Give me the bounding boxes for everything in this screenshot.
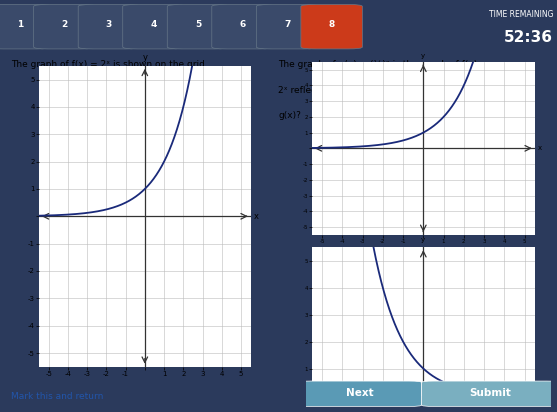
FancyBboxPatch shape (123, 5, 184, 49)
Text: The graph of f(x) = 2ˣ is shown on the grid.: The graph of f(x) = 2ˣ is shown on the g… (11, 60, 208, 69)
Text: 2ˣ reflected over the y-axis. Which graph represents: 2ˣ reflected over the y-axis. Which grap… (278, 86, 516, 95)
FancyBboxPatch shape (299, 381, 422, 406)
FancyBboxPatch shape (256, 5, 318, 49)
Text: x: x (538, 145, 542, 151)
FancyBboxPatch shape (78, 5, 140, 49)
Text: 2: 2 (61, 20, 67, 29)
Text: Next: Next (346, 388, 374, 398)
FancyBboxPatch shape (422, 381, 557, 406)
Text: y: y (143, 53, 147, 62)
Text: 5: 5 (195, 20, 201, 29)
Text: The graph of g(x) = (½)ˣ is the graph of f(x) =: The graph of g(x) = (½)ˣ is the graph of… (278, 60, 488, 69)
FancyBboxPatch shape (0, 5, 51, 49)
Text: 4: 4 (150, 20, 157, 29)
Text: x: x (253, 212, 258, 221)
FancyBboxPatch shape (212, 5, 273, 49)
Text: g(x)?: g(x)? (278, 111, 301, 120)
Text: 7: 7 (284, 20, 290, 29)
Text: 1: 1 (17, 20, 23, 29)
Text: y: y (421, 54, 426, 59)
Text: 3: 3 (106, 20, 112, 29)
Text: 52:36: 52:36 (504, 30, 553, 44)
Text: 6: 6 (240, 20, 246, 29)
Text: TIME REMAINING: TIME REMAINING (488, 10, 553, 19)
Text: Submit: Submit (469, 388, 511, 398)
Text: x: x (538, 393, 542, 398)
Text: Mark this and return: Mark this and return (11, 392, 104, 401)
FancyBboxPatch shape (33, 5, 95, 49)
Text: 8: 8 (329, 20, 335, 29)
FancyBboxPatch shape (301, 5, 363, 49)
Text: y: y (421, 237, 426, 243)
FancyBboxPatch shape (167, 5, 229, 49)
